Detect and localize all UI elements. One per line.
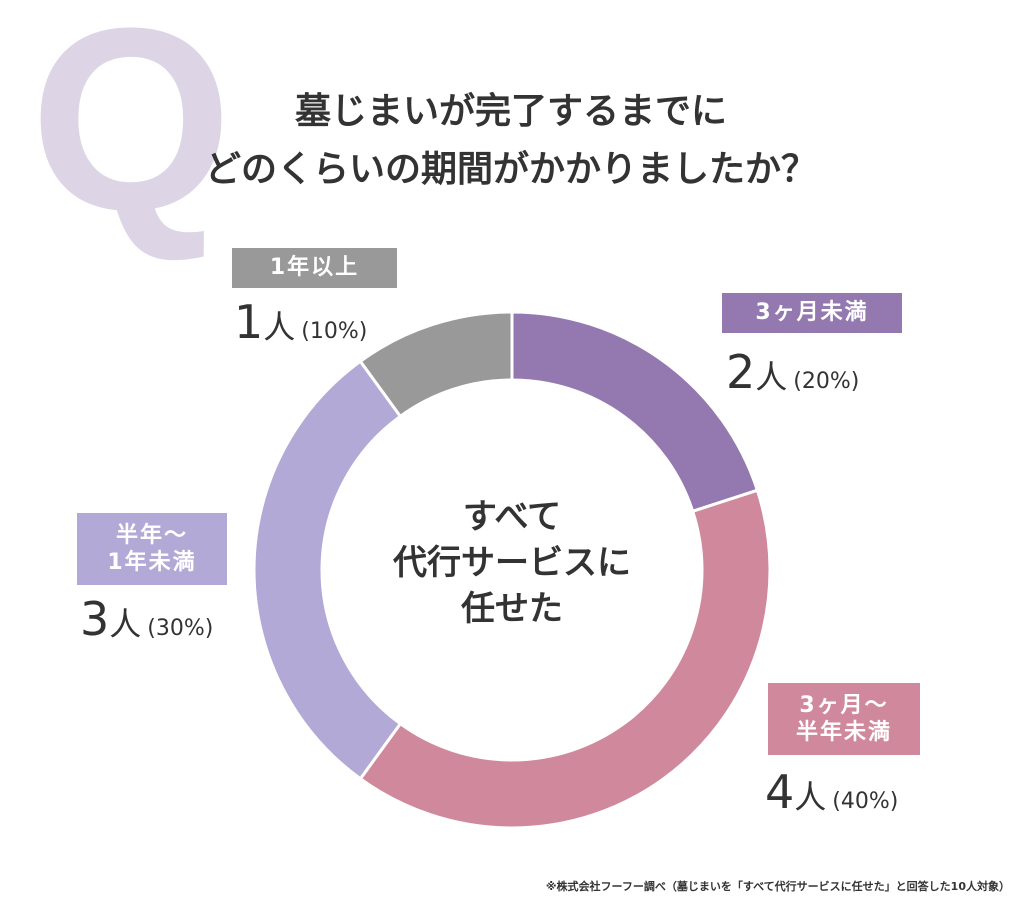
slice-value: 1人 (10%) [234, 295, 368, 349]
title-line-2: どのくらいの期間がかかりましたか？ [204, 149, 817, 190]
center-label-line: 任せた [461, 588, 563, 629]
slice-label: 半年〜 1年未満 [77, 513, 227, 585]
title-line-1: 墓じまいが完了するまでに [294, 91, 727, 132]
center-label-line: すべて [462, 497, 562, 537]
footnote: ※株式会社フーフー調べ（墓じまいを「すべて代行サービスに任せた」と回答した10人… [545, 880, 1010, 893]
donut-slice [252, 359, 403, 781]
slice-label: 3ヶ月〜 半年未満 [768, 683, 920, 755]
slice-value: 3人 (30%) [80, 592, 214, 646]
slice-value: 2人 (20%) [726, 345, 860, 399]
center-label: すべて 代行サービスに 任せた [362, 495, 662, 633]
donut-slice [358, 488, 772, 830]
question-mark-graphic: Q [30, 0, 233, 265]
slice-value: 4人 (40%) [765, 765, 899, 819]
slice-label: 3ヶ月未満 [722, 293, 902, 333]
donut-slice [510, 310, 760, 514]
slice-label: 1年以上 [232, 248, 397, 288]
donut-slice [358, 310, 514, 419]
center-label-line: 代行サービスに [393, 542, 631, 583]
